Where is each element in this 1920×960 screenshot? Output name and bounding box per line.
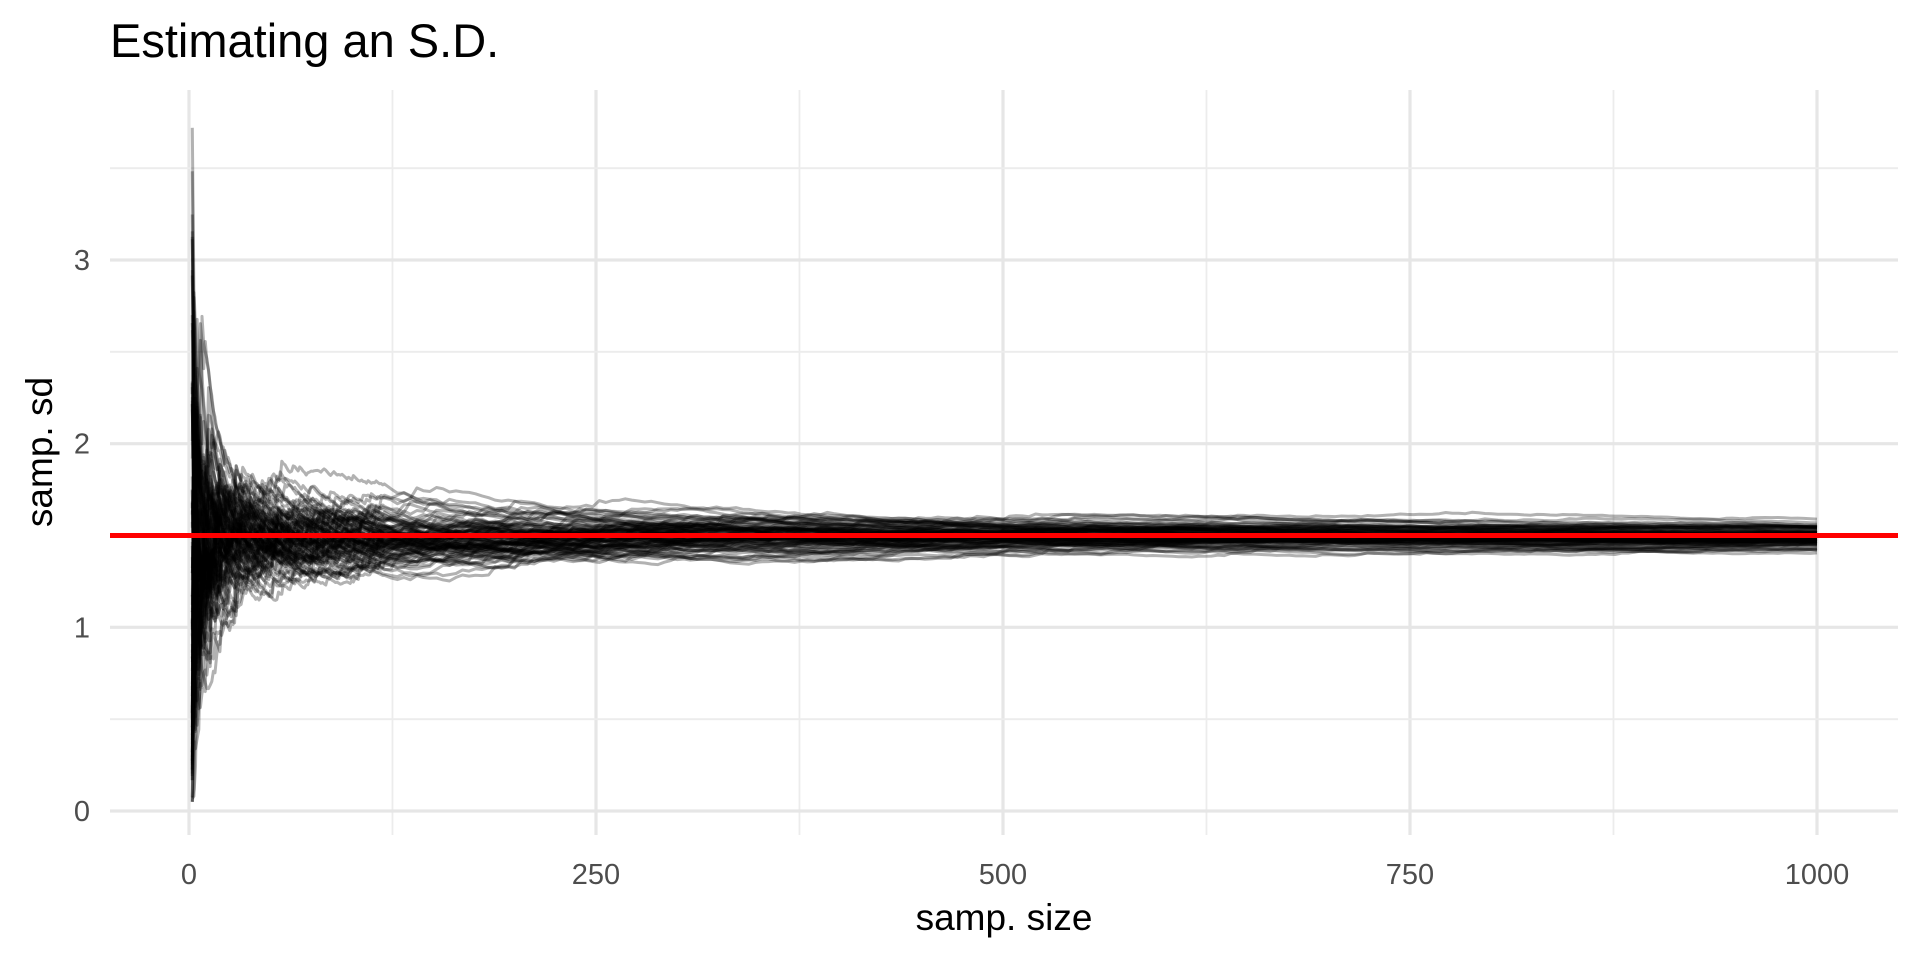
sd-path-38 [190, 405, 1818, 650]
sd-path-17 [190, 239, 1818, 541]
sd-path-20 [190, 453, 1818, 671]
y-tick-label-0: 0 [74, 796, 90, 828]
sample-sd-series [190, 127, 1818, 802]
sd-path-96 [192, 407, 1818, 684]
sd-path-56 [190, 515, 1818, 774]
x-axis-ticks: 0 250 500 750 1000 [181, 859, 1849, 891]
sd-path-24 [190, 386, 1818, 635]
sd-path-41 [190, 400, 1817, 583]
y-axis-ticks: 0 1 2 3 [74, 245, 90, 828]
x-tick-label-0: 0 [181, 859, 197, 891]
y-tick-label-3: 3 [74, 245, 90, 277]
sd-path-70 [190, 338, 1818, 573]
sd-path-30 [190, 520, 1818, 702]
sd-path-74 [190, 295, 1818, 713]
sd-path-62 [190, 404, 1818, 581]
sd-path-26 [190, 503, 1818, 720]
sd-path-61 [190, 127, 1818, 539]
sd-path-32 [190, 481, 1818, 599]
x-tick-label-2: 500 [979, 859, 1027, 891]
sd-path-23 [190, 522, 1818, 703]
sd-path-37 [190, 445, 1818, 745]
grid [110, 90, 1898, 835]
sd-path-42 [190, 171, 1817, 566]
chart-title: Estimating an S.D. [110, 14, 499, 67]
sd-path-27 [191, 520, 1818, 800]
sd-path-99 [190, 451, 1818, 621]
sd-path-83 [190, 486, 1818, 681]
x-tick-label-4: 1000 [1785, 859, 1850, 891]
y-tick-label-1: 1 [74, 612, 90, 644]
sd-path-34 [190, 523, 1818, 692]
sd-path-43 [190, 499, 1818, 602]
sd-path-57 [190, 502, 1817, 635]
sd-path-85 [190, 387, 1818, 590]
sd-path-54 [190, 514, 1818, 692]
sd-path-86 [190, 524, 1818, 672]
sd-path-82 [190, 314, 1818, 630]
sd-path-66 [190, 472, 1818, 731]
sd-path-90 [190, 499, 1818, 613]
sd-path-67 [190, 485, 1817, 597]
sd-path-5 [190, 315, 1818, 544]
x-tick-label-3: 750 [1386, 859, 1434, 891]
sd-path-1 [190, 517, 1818, 668]
sd-path-44 [190, 459, 1817, 622]
sd-path-25 [190, 309, 1818, 554]
sd-path-92 [190, 512, 1818, 627]
sd-path-97 [190, 532, 1818, 650]
sd-path-81 [190, 512, 1817, 736]
x-tick-label-1: 250 [572, 859, 620, 891]
sd-path-98 [190, 451, 1818, 781]
sd-path-68 [190, 549, 1818, 691]
y-axis-title: samp. sd [19, 377, 60, 527]
sd-path-79 [190, 231, 1818, 575]
sd-path-14 [190, 482, 1818, 711]
sd-path-93 [190, 537, 1818, 650]
sd-path-7 [190, 431, 1818, 607]
sd-path-10 [190, 441, 1818, 663]
sd-path-78 [190, 468, 1818, 621]
x-axis-title: samp. size [916, 897, 1093, 938]
sd-path-94 [190, 464, 1818, 718]
sd-path-72 [190, 525, 1818, 637]
sd-path-21 [190, 510, 1818, 646]
sd-path-33 [190, 526, 1818, 731]
sd-path-35 [190, 475, 1818, 618]
y-tick-label-2: 2 [74, 429, 90, 461]
sd-path-69 [190, 270, 1818, 551]
sd-path-89 [190, 403, 1818, 546]
sd-path-71 [190, 236, 1818, 564]
sd-path-12 [190, 516, 1818, 762]
sd-path-63 [190, 533, 1818, 630]
sd-path-95 [190, 397, 1818, 618]
sd-path-87 [190, 516, 1818, 713]
sd-path-65 [190, 214, 1818, 546]
sd-path-19 [190, 514, 1818, 730]
